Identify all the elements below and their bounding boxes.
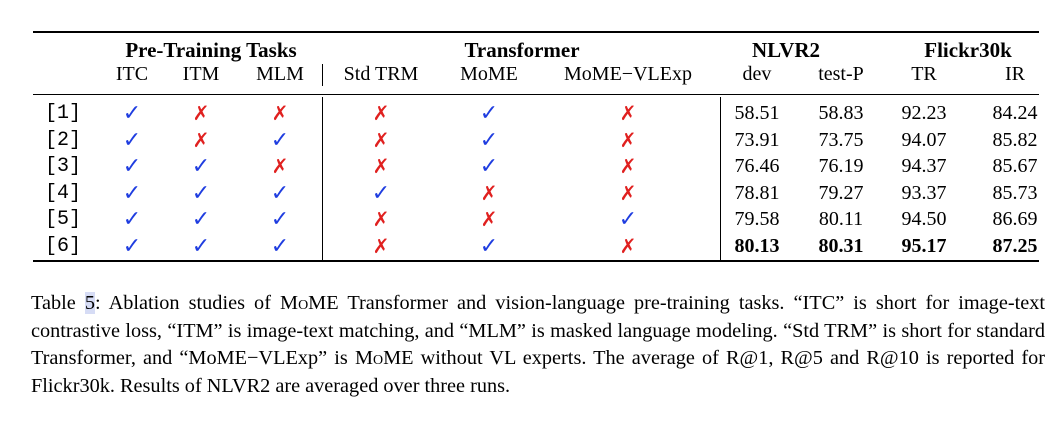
cross-mark-icon: ✗ (271, 154, 289, 178)
result-value: 85.67 (992, 155, 1038, 177)
result-value: 79.27 (818, 181, 864, 204)
cross-mark-icon: ✗ (372, 207, 390, 231)
column-header-8: TR (911, 63, 937, 85)
caption-text-3: without VL experts. The average of R@1, … (31, 347, 1045, 397)
column-header-7: test-P (818, 63, 864, 85)
cross-mark-icon: ✗ (271, 101, 289, 125)
check-mark-icon: ✓ (191, 154, 211, 179)
caption-colon: : (94, 292, 101, 314)
result-value: 80.13 (734, 234, 780, 257)
cross-mark-icon: ✗ (372, 101, 390, 125)
result-value: 73.91 (734, 128, 780, 151)
cross-mark-icon: ✗ (480, 207, 498, 231)
result-value: 78.81 (734, 181, 780, 204)
caption-text-2: Transformer and vision-language pre-trai… (31, 292, 1045, 369)
cross-mark-icon: ✗ (372, 154, 390, 178)
table-top-rule (33, 31, 1039, 33)
table-header-rule (33, 94, 1039, 95)
result-value: 58.51 (734, 102, 780, 124)
caption-label: Table (31, 292, 85, 314)
result-value: 94.50 (901, 208, 947, 230)
check-mark-icon: ✓ (191, 233, 211, 259)
check-mark-icon: ✓ (270, 127, 290, 153)
result-value: 80.31 (818, 234, 864, 257)
check-mark-icon: ✓ (122, 127, 142, 153)
check-mark-icon: ✓ (122, 154, 142, 179)
check-mark-icon: ✓ (270, 233, 290, 259)
cross-mark-icon: ✗ (192, 101, 210, 125)
row-id: [1] (44, 102, 82, 125)
result-value: 94.07 (901, 128, 947, 151)
result-value: 95.17 (901, 234, 947, 257)
table-caption: Table 5: Ablation studies of MoME Transf… (31, 290, 1045, 400)
column-header-2: MLM (256, 63, 304, 85)
result-value: 58.83 (818, 102, 864, 124)
result-value: 86.69 (992, 208, 1038, 230)
group-header-1: Transformer (464, 38, 580, 62)
cross-mark-icon: ✗ (619, 154, 637, 178)
cross-mark-icon: ✗ (619, 233, 637, 258)
cross-mark-icon: ✗ (192, 127, 210, 152)
group-header-0: Pre-Training Tasks (125, 38, 297, 62)
column-header-5: MoME−VLExp (564, 63, 692, 85)
cross-mark-icon: ✗ (372, 127, 390, 152)
caption-mome-a: MoME (280, 292, 339, 314)
check-mark-icon: ✓ (270, 207, 290, 232)
check-mark-icon: ✓ (371, 180, 391, 206)
check-mark-icon: ✓ (122, 101, 142, 126)
cross-mark-icon: ✗ (619, 127, 637, 152)
caption-mome-b: MoME (354, 347, 414, 369)
table-divider-results (720, 97, 721, 260)
table-bottom-rule (33, 260, 1039, 262)
result-value: 73.75 (818, 128, 864, 151)
result-value: 93.37 (901, 181, 947, 204)
row-id: [3] (44, 155, 82, 178)
column-header-4: MoME (460, 63, 518, 85)
caption-table-ref[interactable]: 5 (84, 292, 95, 314)
table-divider-tasks (322, 97, 323, 260)
row-id: [5] (44, 208, 82, 231)
cross-mark-icon: ✗ (619, 180, 637, 205)
group-header-2: NLVR2 (751, 38, 821, 62)
check-mark-icon: ✓ (191, 207, 211, 232)
column-header-1: ITM (182, 63, 220, 85)
caption-text-1: Ablation studies of (100, 292, 281, 314)
result-value: 92.23 (901, 102, 947, 124)
result-value: 85.82 (992, 128, 1038, 151)
result-value: 94.37 (901, 155, 947, 177)
header-separator (322, 64, 323, 86)
column-header-3: Std TRM (343, 63, 419, 85)
column-header-6: dev (742, 63, 772, 85)
check-mark-icon: ✓ (618, 207, 638, 232)
cross-mark-icon: ✗ (619, 101, 637, 125)
result-value: 76.19 (818, 155, 864, 177)
cross-mark-icon: ✗ (480, 180, 498, 205)
check-mark-icon: ✓ (270, 180, 290, 206)
check-mark-icon: ✓ (479, 101, 499, 126)
check-mark-icon: ✓ (479, 154, 499, 179)
cross-mark-icon: ✗ (372, 233, 390, 258)
check-mark-icon: ✓ (479, 127, 499, 153)
check-mark-icon: ✓ (122, 233, 142, 259)
result-value: 84.24 (992, 102, 1038, 124)
check-mark-icon: ✓ (479, 233, 499, 259)
result-value: 80.11 (818, 208, 864, 230)
row-id: [4] (44, 181, 82, 205)
check-mark-icon: ✓ (122, 180, 142, 206)
result-value: 87.25 (992, 234, 1038, 257)
result-value: 76.46 (734, 155, 780, 177)
column-header-9: IR (1005, 63, 1025, 85)
result-value: 85.73 (992, 181, 1038, 204)
column-header-0: ITC (115, 63, 149, 85)
check-mark-icon: ✓ (191, 180, 211, 206)
row-id: [2] (44, 128, 82, 152)
row-id: [6] (44, 234, 82, 258)
check-mark-icon: ✓ (122, 207, 142, 232)
group-header-3: Flickr30k (924, 38, 1012, 62)
result-value: 79.58 (734, 208, 780, 230)
